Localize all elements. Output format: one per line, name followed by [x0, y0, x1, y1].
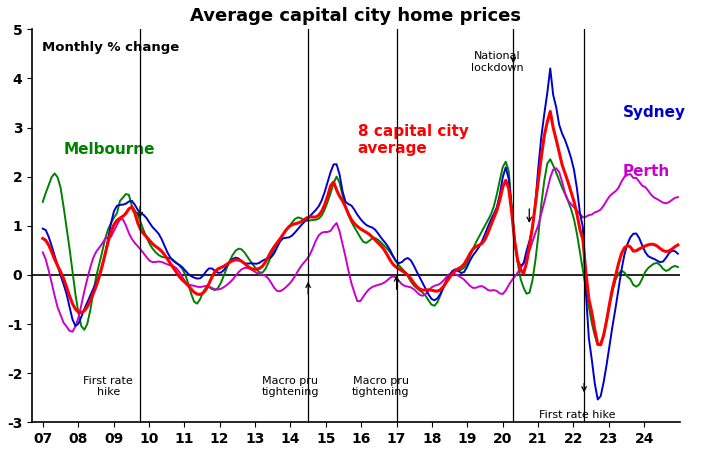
Text: Melbourne: Melbourne	[64, 142, 156, 157]
Text: National
lockdown: National lockdown	[471, 51, 524, 73]
Text: Monthly % change: Monthly % change	[42, 41, 179, 54]
Text: 8 capital city
average: 8 capital city average	[357, 124, 468, 156]
Text: Macro pru
tightening: Macro pru tightening	[352, 376, 409, 397]
Title: Average capital city home prices: Average capital city home prices	[190, 7, 522, 25]
Text: First rate hike: First rate hike	[538, 410, 615, 420]
Text: Macro pru
tightening: Macro pru tightening	[262, 376, 319, 397]
Text: Perth: Perth	[623, 164, 670, 179]
Text: First rate
hike: First rate hike	[84, 376, 133, 397]
Text: Sydney: Sydney	[623, 105, 686, 120]
